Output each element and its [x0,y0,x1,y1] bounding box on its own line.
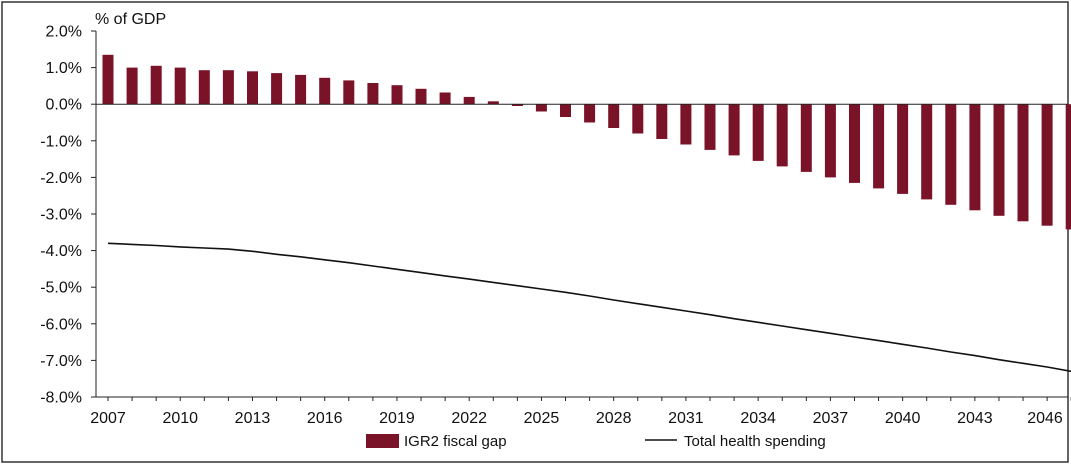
bar-2044 [993,104,1005,216]
x-tick-label: 2040 [885,410,921,427]
bar-2034 [752,104,764,161]
x-tick-label: 2022 [451,410,487,427]
bar-series [102,54,1071,230]
bar-2020 [415,88,427,105]
legend: IGR2 fiscal gap Total health spending [366,433,826,450]
bar-2032 [704,104,716,150]
y-tick-label: -3.0% [40,207,82,224]
y-axis-unit-label: % of GDP [95,11,166,28]
legend-swatch-fiscal-gap [366,434,399,448]
bar-2041 [921,104,933,200]
legend-label-fiscal-gap: IGR2 fiscal gap [404,433,507,450]
bar-2040 [897,104,909,194]
bar-2014 [271,73,283,105]
x-tick-label: 2025 [524,410,560,427]
bar-2008 [126,67,138,105]
y-tick-label: -2.0% [40,170,82,187]
line-series [107,242,1071,373]
y-tick-label: -6.0% [40,316,82,333]
bar-2038 [849,104,860,183]
bar-2027 [584,104,596,123]
bar-2013 [247,71,258,105]
x-tick-label: 2034 [740,410,776,427]
bar-2018 [367,83,379,105]
x-tick-label: 2007 [90,410,126,427]
bar-2039 [873,104,885,189]
y-tick-label: -5.0% [40,280,82,297]
x-tick-label: 2016 [307,410,343,427]
bar-2029 [632,104,644,134]
bar-2046 [1041,104,1053,226]
bar-2010 [174,67,186,105]
bar-2043 [969,104,981,211]
bar-2024 [511,104,523,106]
bar-2011 [198,70,210,105]
y-tick-label: 1.0% [46,60,82,77]
y-tick-labels: 2.0% 1.0% 0.0% -1.0% -2.0% -3.0% -4.0% -5.0% -6.… [40,24,96,407]
bar-2021 [439,92,451,105]
bar-2015 [295,74,307,105]
bar-2035 [776,104,788,167]
bar-2031 [680,104,692,145]
bar-2012 [222,70,234,105]
legend-label-health-spending: Total health spending [684,433,826,450]
x-tick-label: 2031 [668,410,704,427]
bar-2028 [608,104,620,128]
bar-2016 [319,77,331,105]
bar-2009 [150,65,162,105]
x-tick-label: 2010 [162,410,198,427]
bar-2030 [656,104,668,139]
line-total-health-spending [107,242,1071,373]
y-tick-label: 0.0% [46,97,82,114]
x-tick-label: 2013 [235,410,271,427]
bar-2017 [343,80,355,105]
y-tick-label: -4.0% [40,243,82,260]
x-tick-labels: 2007 2010 2013 2016 2019 2022 2025 2028 2031 2034… [90,397,1071,427]
y-tick-label: -8.0% [40,390,82,407]
bar-2025 [535,104,547,112]
bar-2037 [824,104,836,178]
y-tick-label: 2.0% [46,24,82,41]
bar-2045 [1017,104,1029,222]
x-tick-label: 2037 [813,410,849,427]
x-tick-label: 2043 [957,410,993,427]
bar-2007 [102,54,114,105]
bar-2033 [728,104,740,156]
y-tick-label: -1.0% [40,133,82,150]
x-tick-label: 2019 [379,410,415,427]
bar-2023 [487,101,499,105]
bar-2019 [391,85,403,105]
x-tick-label: 2046 [1027,410,1063,427]
bar-2022 [463,96,475,105]
x-tick-label: 2028 [596,410,632,427]
bar-2036 [800,104,812,172]
y-tick-label: -7.0% [40,353,82,370]
bar-2047 [1065,104,1071,230]
bar-2042 [945,104,957,205]
bar-2026 [560,104,571,117]
